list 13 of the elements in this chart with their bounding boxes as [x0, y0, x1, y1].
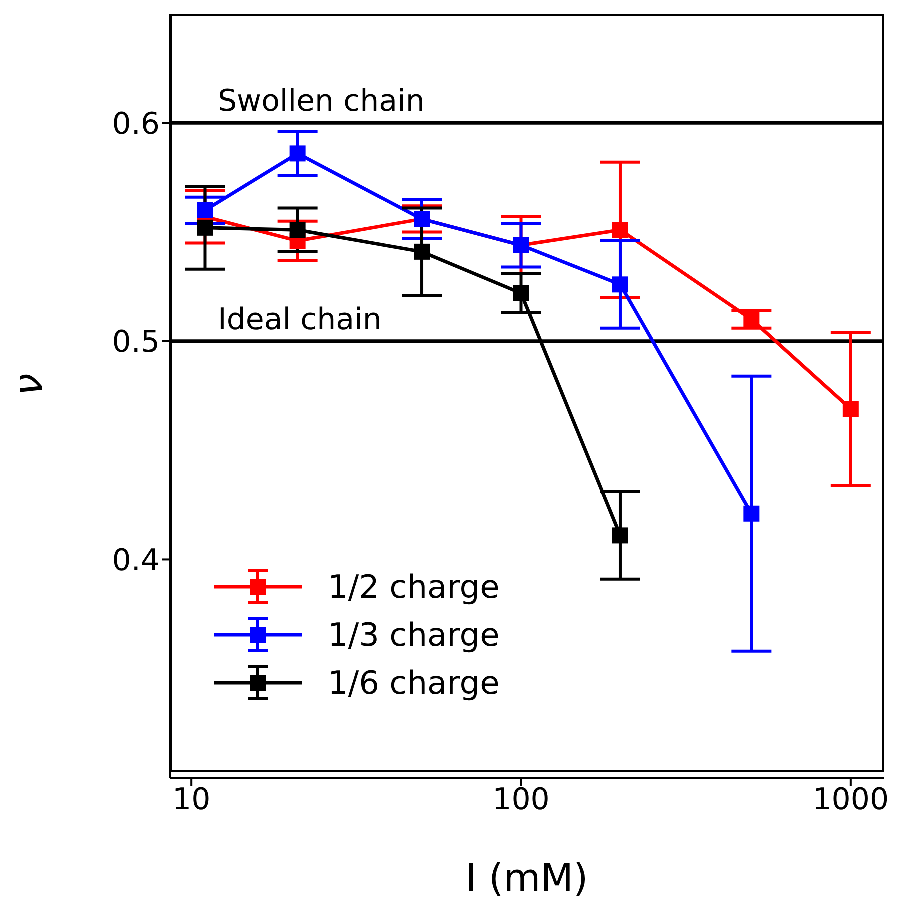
- x-axis-title: I (mM): [466, 856, 588, 900]
- y-axis-title: ν: [6, 374, 52, 396]
- legend-label: 1/6 charge: [328, 664, 500, 702]
- x-tick-label: 1000: [812, 782, 890, 818]
- legend-label: 1/3 charge: [328, 616, 500, 654]
- x-tick-label: 10: [172, 782, 211, 818]
- legend-label: 1/2 charge: [328, 568, 500, 606]
- y-tick-label: 0.6: [112, 106, 160, 142]
- y-tick-label: 0.4: [112, 543, 160, 578]
- ref-line-label: Swollen chain: [218, 84, 425, 120]
- x-tick-label: 100: [492, 782, 550, 818]
- ref-line-label: Ideal chain: [218, 302, 382, 338]
- y-tick-label: 0.5: [112, 325, 160, 360]
